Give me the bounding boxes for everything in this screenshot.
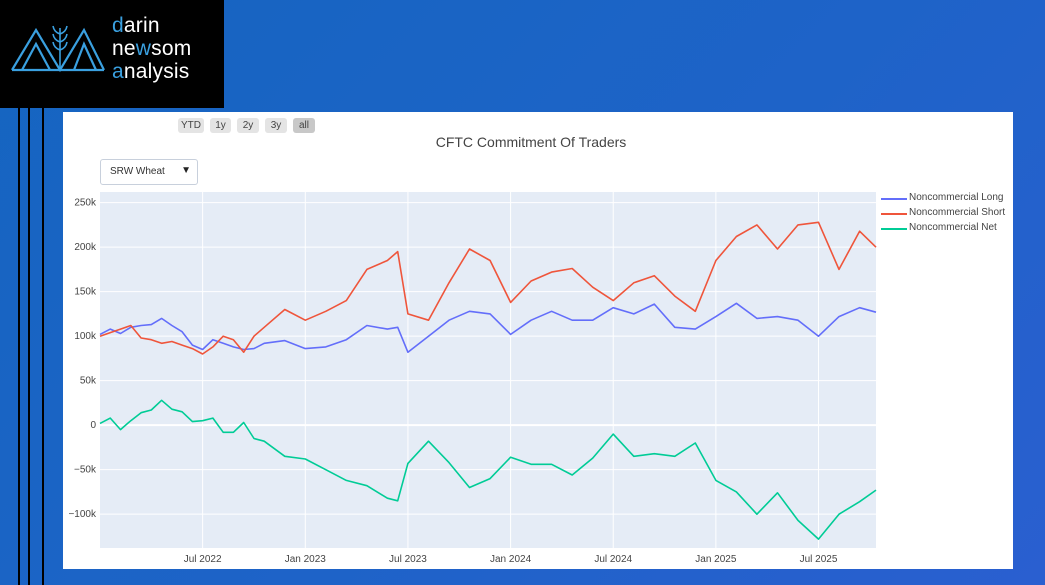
x-tick-label: Jul 2022 (184, 554, 222, 565)
brand-name: darin newsom analysis (112, 14, 192, 83)
x-tick-label: Jul 2023 (389, 554, 427, 565)
y-tick-label: 150k (74, 287, 97, 298)
range-button-3y[interactable]: 3y (265, 118, 287, 133)
chart-panel: YTD 1y 2y 3y all CFTC Commitment Of Trad… (63, 112, 1013, 569)
series-line-noncommercial-short (99, 221, 877, 355)
commodity-dropdown[interactable]: SRW Wheat ▼ (100, 159, 198, 185)
line-chart: −100k −50k 0 50k 100k 150k 200k 250k Jul 2022 Jan… (68, 192, 877, 565)
x-tick-label: Jul 2024 (594, 554, 632, 565)
y-tick-label: 250k (74, 198, 97, 209)
y-tick-label: 100k (74, 331, 97, 342)
range-button-2y[interactable]: 2y (237, 118, 259, 133)
series-line-noncommercial-long (99, 302, 877, 353)
decor-line (18, 108, 20, 585)
x-tick-label: Jan 2023 (285, 554, 327, 565)
legend-swatch (881, 213, 907, 215)
plot-background (100, 192, 876, 548)
y-tick-label: 50k (80, 376, 97, 387)
y-tick-label: 200k (74, 242, 97, 253)
y-tick-label: −100k (68, 509, 97, 520)
range-button-all[interactable]: all (293, 118, 315, 133)
legend-label: Noncommercial Net (909, 222, 997, 233)
y-tick-label: 0 (90, 420, 96, 431)
dropdown-arrow-icon: ▼ (181, 165, 191, 176)
legend-label: Noncommercial Long (909, 192, 1004, 203)
dropdown-selected-value: SRW Wheat (110, 166, 165, 177)
legend-swatch (881, 198, 907, 200)
series-line-noncommercial-net (99, 399, 877, 540)
x-tick-label: Jul 2025 (800, 554, 838, 565)
decor-line (28, 108, 30, 585)
mountain-logo-icon (11, 25, 105, 73)
legend-swatch (881, 228, 907, 230)
range-button-1y[interactable]: 1y (210, 118, 231, 133)
x-tick-label: Jan 2025 (695, 554, 737, 565)
y-tick-label: −50k (74, 465, 97, 476)
range-button-ytd[interactable]: YTD (178, 118, 204, 133)
chart-title: CFTC Commitment Of Traders (435, 134, 627, 150)
decor-line (42, 108, 44, 585)
legend-label: Noncommercial Short (909, 207, 1006, 218)
logo: darin newsom analysis (0, 0, 224, 108)
x-tick-label: Jan 2024 (490, 554, 532, 565)
